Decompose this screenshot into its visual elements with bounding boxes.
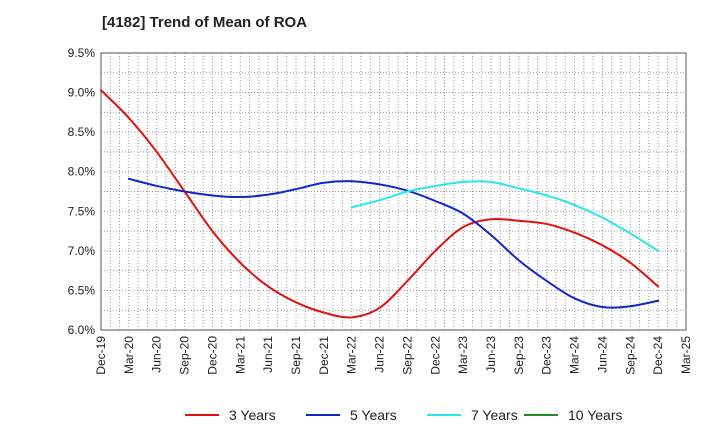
series-line-3-years xyxy=(100,89,660,319)
legend-swatch xyxy=(185,414,219,416)
x-tick-label: Dec-23 xyxy=(540,336,554,375)
x-tick-label: Sep-22 xyxy=(400,336,414,375)
x-tick-label: Mar-20 xyxy=(122,336,136,374)
x-tick-label: Jun-22 xyxy=(373,336,387,373)
y-tick-label: 7.5% xyxy=(68,204,96,218)
x-tick-label: Mar-23 xyxy=(456,336,470,374)
x-tick-label: Sep-21 xyxy=(289,336,303,375)
series-line-7-years xyxy=(350,180,660,252)
x-tick-label: Jun-20 xyxy=(150,336,164,373)
x-tick-label: Dec-24 xyxy=(651,336,665,375)
y-tick-label: 8.0% xyxy=(68,165,96,179)
x-tick-label: Mar-22 xyxy=(345,336,359,374)
x-tick-label: Dec-20 xyxy=(205,336,219,375)
x-tick-label: Dec-19 xyxy=(94,336,108,375)
series-line-5-years xyxy=(127,177,660,309)
legend-item-7-years: 7 Years xyxy=(427,404,518,426)
legend-label: 5 Years xyxy=(350,407,397,423)
legend-label: 7 Years xyxy=(471,407,518,423)
x-tick-label: Mar-21 xyxy=(233,336,247,374)
y-tick-label: 9.5% xyxy=(68,46,96,60)
x-tick-label: Dec-21 xyxy=(317,336,331,375)
legend-label: 3 Years xyxy=(229,407,276,423)
legend-label: 10 Years xyxy=(568,407,623,423)
y-tick-label: 6.5% xyxy=(68,283,96,297)
legend-swatch xyxy=(427,414,461,416)
legend-item-5-years: 5 Years xyxy=(306,404,397,426)
x-tick-label: Dec-22 xyxy=(428,336,442,375)
x-tick-label: Sep-20 xyxy=(178,336,192,375)
legend-item-10-years: 10 Years xyxy=(524,404,623,426)
legend-item-3-years: 3 Years xyxy=(185,404,276,426)
x-tick-label: Jun-24 xyxy=(595,336,609,373)
chart-legend: 3 Years 5 Years 7 Years 10 Years xyxy=(0,404,720,426)
x-tick-label: Mar-25 xyxy=(679,336,693,374)
legend-swatch xyxy=(524,414,558,416)
x-tick-label: Sep-23 xyxy=(512,336,526,375)
y-tick-label: 9.0% xyxy=(68,86,96,100)
x-tick-label: Jun-23 xyxy=(484,336,498,373)
chart-title: [4182] Trend of Mean of ROA xyxy=(102,14,308,31)
legend-swatch xyxy=(306,414,340,416)
x-tick-label: Jun-21 xyxy=(261,336,275,373)
x-tick-label: Sep-24 xyxy=(623,336,637,375)
y-tick-label: 7.0% xyxy=(68,244,96,258)
x-tick-label: Mar-24 xyxy=(568,336,582,374)
plot-border xyxy=(100,52,687,331)
y-tick-label: 6.0% xyxy=(68,323,96,337)
y-tick-label: 8.5% xyxy=(68,125,96,139)
